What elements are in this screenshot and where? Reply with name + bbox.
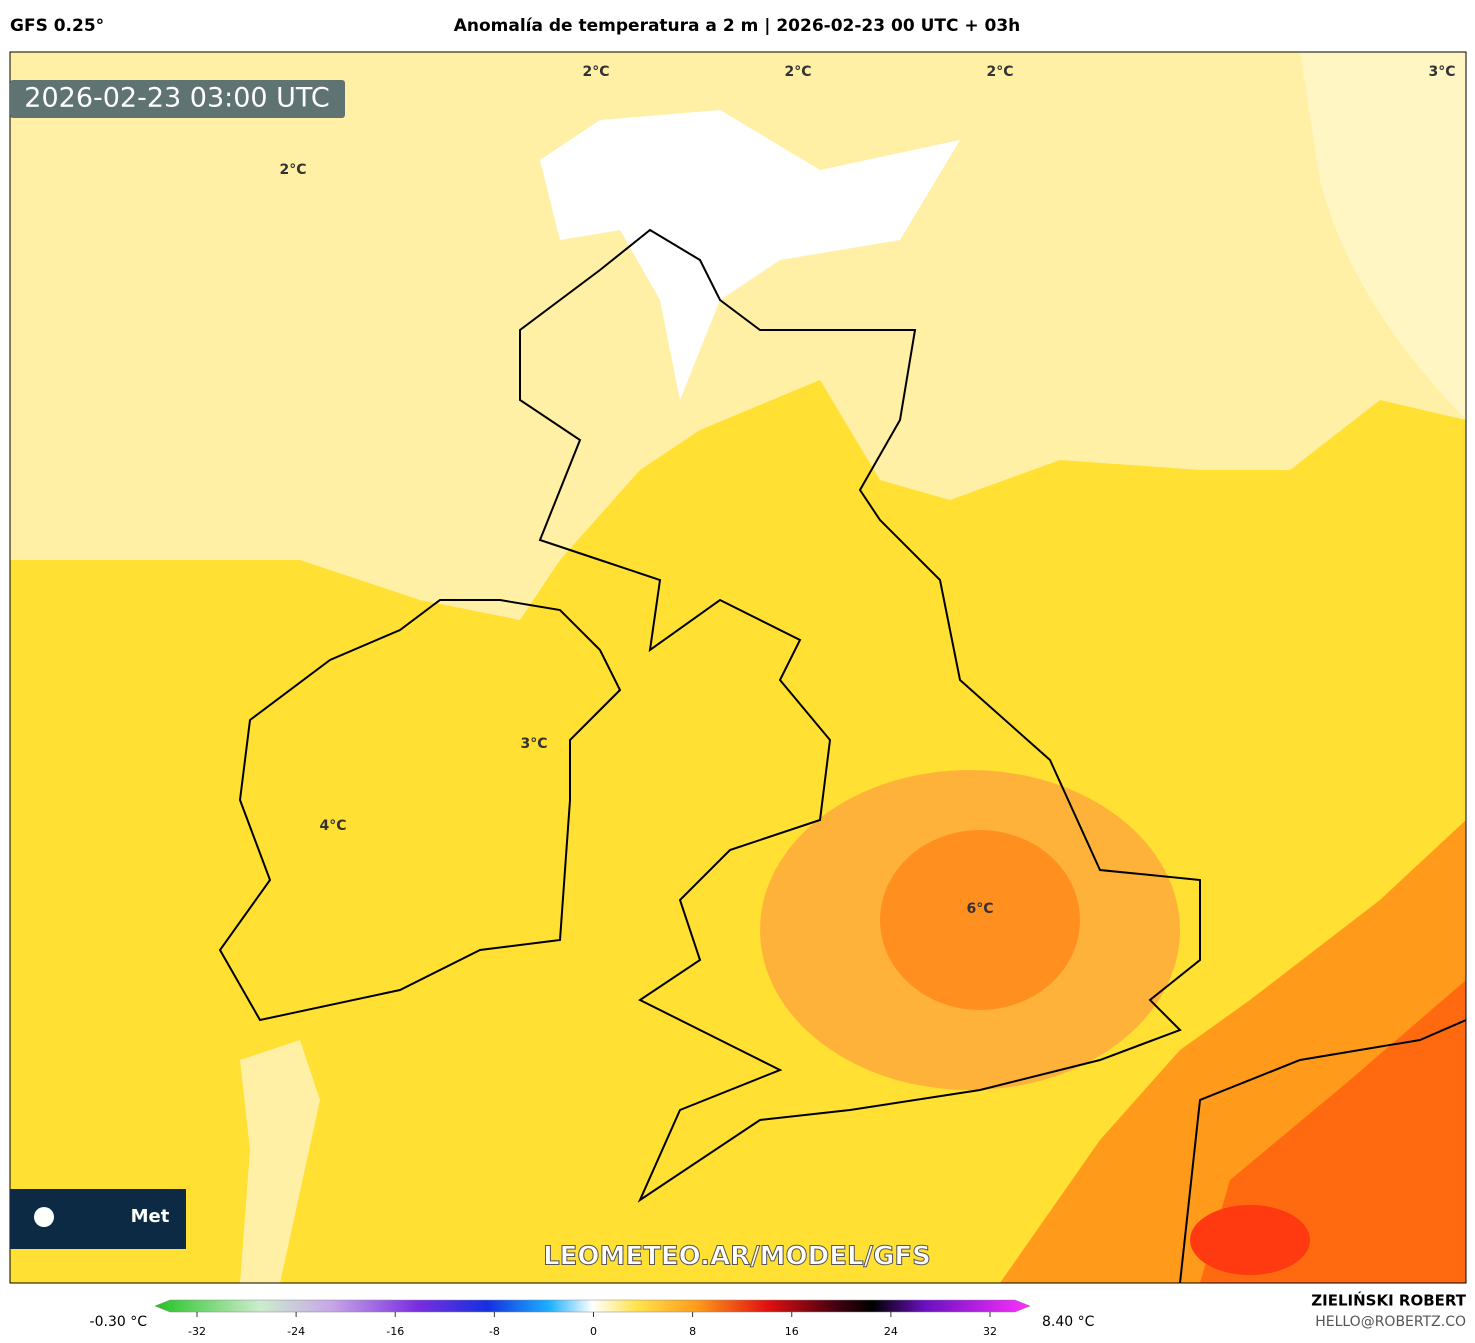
colorbar-tick-label: -32 (188, 1325, 206, 1338)
ireland-outline (218, 599, 622, 1022)
warm-field-3 (240, 1040, 320, 1283)
colorbar (154, 1299, 1031, 1313)
great-britain-outline (519, 228, 1201, 1203)
model-label: GFS 0.25° (10, 16, 104, 36)
hot-field-3 (1190, 1205, 1310, 1275)
contour-label: 3°C (520, 736, 547, 752)
timestamp-box (10, 80, 345, 118)
colorbar-tick-label: 24 (884, 1325, 898, 1338)
continent-coast (1179, 1019, 1466, 1283)
credit-email: HELLO@ROBERTZ.CO (1315, 1314, 1466, 1330)
colorbar-tick-label: 32 (983, 1325, 997, 1338)
contour-label: 2°C (986, 64, 1013, 80)
warm-field-1 (10, 52, 1466, 620)
colorbar-tick-label: 0 (590, 1325, 597, 1338)
colorbar-tick-label: -16 (386, 1325, 404, 1338)
map (10, 52, 1466, 1283)
contour-label: 2°C (582, 64, 609, 80)
colorbar-tick-label: 16 (785, 1325, 799, 1338)
colorbar-tick-label: -8 (489, 1325, 500, 1338)
colorbar-max: 8.40 °C (1042, 1314, 1095, 1330)
colorbar-tick-label: -24 (287, 1325, 305, 1338)
neutral-field (540, 110, 960, 400)
colorbar-min: -0.30 °C (90, 1314, 148, 1330)
hot-field-5 (880, 830, 1080, 1010)
contour-label: 2°C (279, 162, 306, 178)
contour-label: 6°C (966, 901, 993, 917)
watermark: LEOMETEO.AR/MODEL/GFS (543, 1242, 931, 1272)
logo-text: Met (131, 1206, 170, 1227)
contour-label: 3°C (1428, 64, 1455, 80)
timestamp: 2026-02-23 03:00 UTC (24, 83, 329, 114)
logo-sun (34, 1207, 54, 1227)
contour-label: 4°C (319, 818, 346, 834)
credit-author: ZIELIŃSKI ROBERT (1311, 1291, 1466, 1310)
title: Anomalía de temperatura a 2 m | 2026-02-… (454, 16, 1021, 36)
warm-field-2 (1300, 52, 1466, 420)
contour-label: 2°C (784, 64, 811, 80)
colorbar-tick-label: 8 (689, 1325, 696, 1338)
map-frame (9, 51, 1467, 1284)
